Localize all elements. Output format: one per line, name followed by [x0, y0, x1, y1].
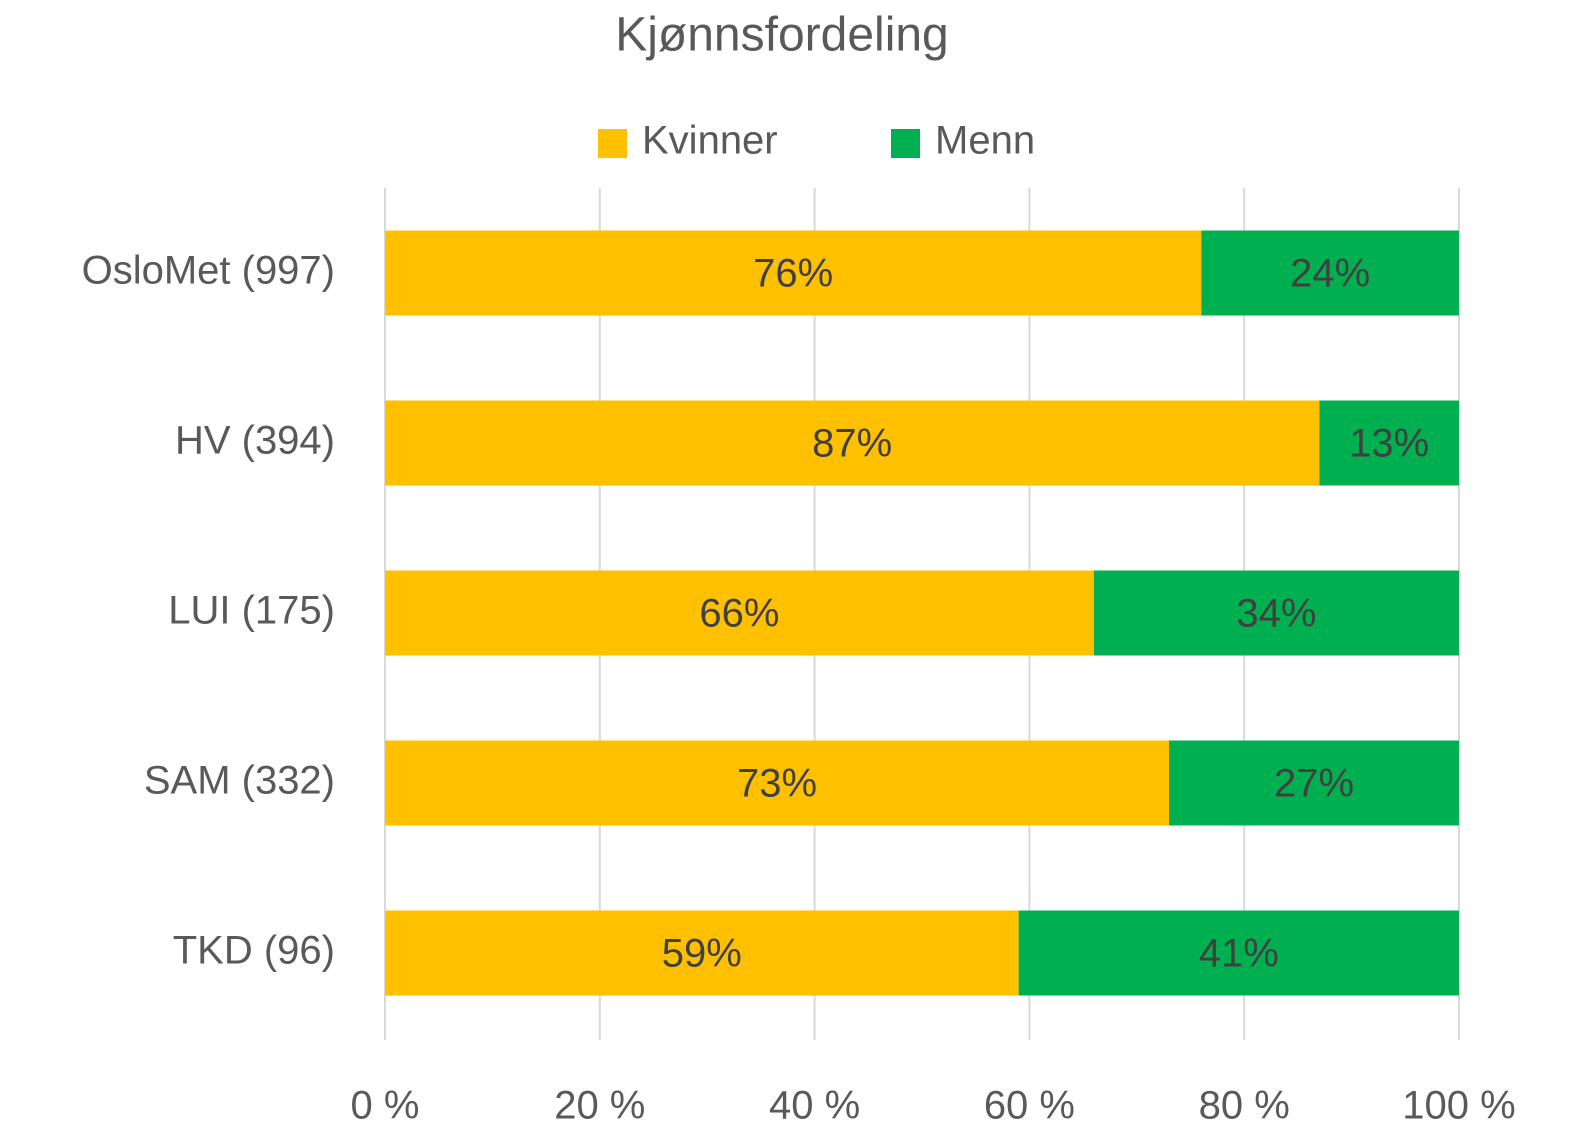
y-tick-label: SAM (332) — [144, 759, 335, 803]
data-label: 13% — [1349, 422, 1429, 466]
legend-label: Menn — [935, 119, 1035, 163]
x-tick-label: 60 % — [984, 1084, 1075, 1128]
data-label: 34% — [1236, 592, 1316, 636]
bar-segment — [385, 400, 1320, 486]
bar-segment — [1018, 910, 1459, 996]
bar-segment — [385, 740, 1170, 826]
legend-label: Kvinner — [642, 119, 778, 163]
bar-segment — [1169, 740, 1459, 826]
x-tick-label: 80 % — [1199, 1084, 1290, 1128]
data-label: 76% — [753, 252, 833, 296]
x-tick-label: 0 % — [351, 1084, 420, 1128]
chart-title: Kjønnsfordeling — [615, 9, 949, 62]
data-label: 59% — [662, 932, 742, 976]
x-tick-label: 20 % — [554, 1084, 645, 1128]
legend-swatch — [891, 129, 920, 158]
x-tick-label: 40 % — [769, 1084, 860, 1128]
bar-segment — [385, 230, 1202, 316]
y-tick-label: TKD (96) — [173, 929, 335, 973]
x-tick-label: 100 % — [1402, 1084, 1515, 1128]
bar-segment — [1319, 400, 1459, 486]
data-label: 24% — [1290, 252, 1370, 296]
bar-segment — [385, 570, 1094, 656]
data-label: 66% — [699, 592, 779, 636]
data-label: 87% — [812, 422, 892, 466]
y-tick-label: LUI (175) — [168, 589, 335, 633]
data-label: 41% — [1199, 932, 1279, 976]
bar-segment — [1093, 570, 1459, 656]
bar-segment — [385, 910, 1019, 996]
y-tick-label: HV (394) — [175, 419, 335, 463]
data-label: 73% — [737, 762, 817, 806]
data-label: 27% — [1274, 762, 1354, 806]
y-tick-label: OsloMet (997) — [82, 249, 335, 293]
bar-segment — [1201, 230, 1459, 316]
legend-swatch — [598, 129, 627, 158]
